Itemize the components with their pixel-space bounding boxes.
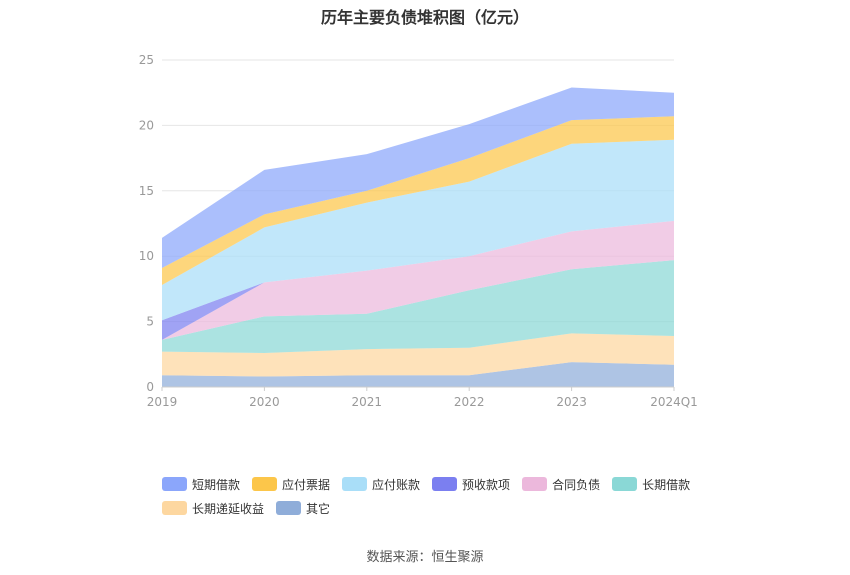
area-series: [162, 116, 674, 285]
legend-item[interactable]: 其它: [276, 500, 330, 517]
legend-item[interactable]: 应付票据: [252, 476, 330, 493]
y-tick-label: 0: [146, 380, 154, 394]
legend-item[interactable]: 合同负债: [522, 476, 600, 493]
legend-label: 合同负债: [552, 477, 601, 492]
legend-label: 其它: [306, 501, 331, 516]
area-series: [162, 139, 674, 321]
axis-layer: 0 5 10 15 20 25 2019 2020 2021 2022 2023 2024Q1: [139, 53, 698, 409]
x-tick-label: 2021: [352, 395, 383, 409]
legend-row: 长期递延收益 其它: [162, 496, 722, 520]
area-series: [162, 362, 674, 387]
legend-swatch: [162, 477, 187, 491]
area-series: [162, 220, 674, 340]
area-series: [162, 260, 674, 353]
area-series-layer: [162, 87, 674, 387]
legend: 短期借款 应付票据 应付账款 预收款项 合同负债 长期借款 长期递延收益 其它: [162, 472, 722, 520]
legend-label: 长期借款: [642, 477, 691, 492]
y-tick-label: 20: [139, 118, 154, 132]
area-series: [162, 333, 674, 377]
x-tick-label: 2024Q1: [650, 395, 698, 409]
legend-swatch: [432, 477, 458, 491]
legend-swatch: [522, 477, 548, 491]
y-tick-label: 15: [139, 184, 154, 198]
legend-label: 长期递延收益: [192, 501, 265, 516]
legend-label: 应付账款: [372, 477, 421, 492]
legend-swatch: [276, 501, 302, 515]
x-tick-label: 2022: [454, 395, 485, 409]
x-tick-label: 2020: [249, 395, 280, 409]
chart-title: 历年主要负债堆积图（亿元）: [320, 8, 529, 27]
legend-swatch: [612, 477, 638, 491]
x-tick-label: 2023: [556, 395, 587, 409]
legend-label: 应付票据: [282, 477, 331, 492]
y-tick-label: 10: [139, 249, 154, 263]
legend-swatch: [342, 477, 368, 491]
y-tick-label: 25: [139, 53, 154, 67]
legend-item[interactable]: 应付账款: [342, 476, 420, 493]
legend-swatch: [252, 477, 278, 491]
legend-swatch: [162, 501, 187, 515]
area-series: [162, 87, 674, 268]
legend-item[interactable]: 长期递延收益: [162, 500, 264, 517]
y-tick-label: 5: [146, 315, 154, 329]
legend-item[interactable]: 短期借款: [162, 476, 240, 493]
x-tick-label: 2019: [147, 395, 178, 409]
legend-label: 短期借款: [192, 477, 241, 492]
legend-row: 短期借款 应付票据 应付账款 预收款项 合同负债 长期借款: [162, 472, 722, 496]
source-note: 数据来源：恒生聚源: [366, 550, 484, 565]
legend-item[interactable]: 预收款项: [432, 476, 510, 493]
legend-label: 预收款项: [462, 477, 511, 492]
legend-item[interactable]: 长期借款: [612, 476, 690, 493]
